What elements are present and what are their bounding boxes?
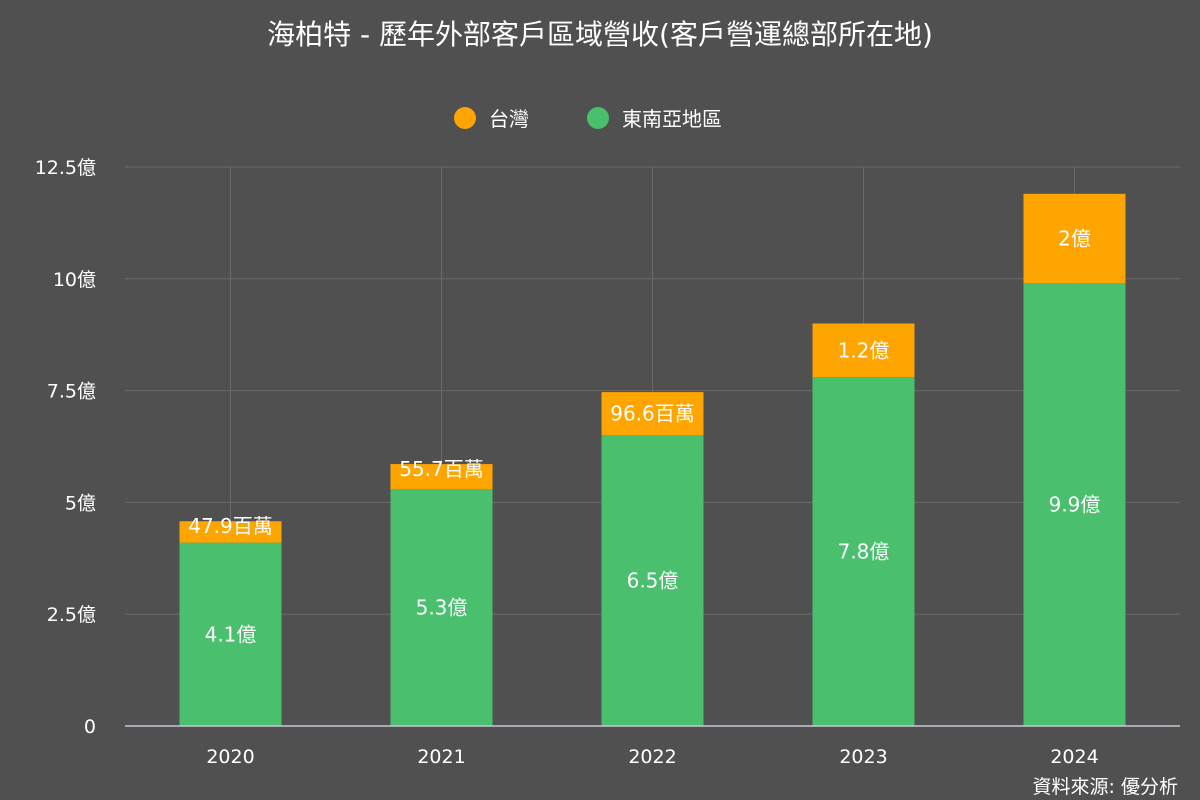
x-tick-label: 2023 [839, 746, 887, 768]
bars: 4.1億 47.9百萬 5.3億 55.7百萬 6.5億 96.6百萬 7.8億 1.2億 9.… [179, 193, 1126, 726]
x-tick-label: 2020 [206, 746, 254, 768]
x-tick-label: 2024 [1050, 746, 1098, 768]
legend: 台灣 東南亞地區 [454, 107, 722, 131]
source-note: 資料來源: 優分析 [1033, 776, 1178, 798]
x-tick-label: 2022 [628, 746, 676, 768]
bar-value-label: 7.8億 [838, 540, 890, 564]
bar-value-label: 4.1億 [205, 622, 257, 646]
y-tick-label: 10億 [53, 269, 96, 291]
bar-value-label: 1.2億 [838, 338, 890, 362]
bar-segment [812, 323, 915, 378]
legend-label: 東南亞地區 [622, 107, 722, 131]
y-axis: 0 2.5億 5億 7.5億 10億 12.5億 [35, 157, 96, 738]
bar-segment [601, 392, 704, 436]
y-tick-label: 0 [84, 716, 96, 738]
bar-segment [179, 521, 282, 543]
y-tick-label: 12.5億 [35, 157, 96, 179]
y-tick-label: 2.5億 [47, 604, 96, 626]
bar-value-label: 55.7百萬 [399, 457, 484, 481]
bar-value-label: 6.5億 [627, 569, 679, 593]
legend-label: 台灣 [489, 107, 529, 131]
bar-value-label: 96.6百萬 [610, 402, 695, 426]
y-tick-label: 5億 [65, 492, 96, 514]
bar-segment [1023, 193, 1126, 284]
legend-marker [587, 107, 609, 129]
chart-title: 海柏特 - 歷年外部客戶區域營收(客戶營運總部所在地) [267, 18, 933, 51]
bar-segment [390, 464, 493, 489]
bar-value-label: 47.9百萬 [188, 514, 273, 538]
bar-value-label: 9.9億 [1049, 493, 1101, 517]
x-tick-label: 2021 [417, 746, 465, 768]
legend-marker [454, 107, 476, 129]
bar-value-label: 5.3億 [416, 595, 468, 619]
x-axis: 2020 2021 2022 2023 2024 [125, 725, 1180, 768]
bar-segment [812, 377, 915, 726]
bar-value-label: 2億 [1058, 227, 1091, 251]
bar-segment [601, 435, 704, 726]
y-tick-label: 7.5億 [47, 381, 96, 403]
bar-segment [390, 488, 493, 726]
bar-segment [1023, 283, 1126, 726]
bar-segment [179, 542, 282, 726]
